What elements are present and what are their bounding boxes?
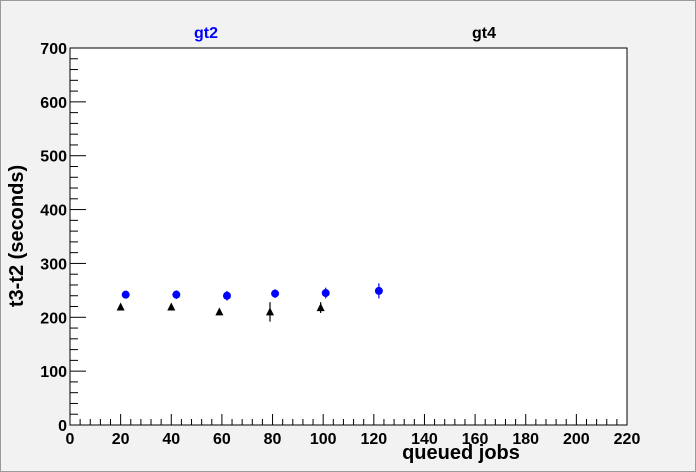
y-tick-label: 700 [40,41,67,58]
data-point-gt4 [316,303,325,312]
y-axis-title: t3-t2 (seconds) [6,165,28,307]
x-axis-title: queued jobs [402,442,520,464]
y-tick-label: 300 [40,256,67,273]
x-tick-label: 180 [512,431,539,448]
plot-frame [69,47,628,426]
data-point-gt4 [215,307,224,316]
y-tick-label: 100 [40,364,67,381]
x-tick-label: 160 [462,431,489,448]
x-tick-label: 0 [66,431,75,448]
y-tick-label: 600 [40,95,67,112]
y-tick-label: 500 [40,149,67,166]
data-point-gt4 [116,302,125,311]
legend-label-gt2: gt2 [194,25,218,42]
y-tick-label: 0 [58,418,67,435]
data-point-gt4 [167,302,176,311]
data-point-gt2 [374,286,383,295]
x-tick-label: 140 [411,431,438,448]
x-tick-label: 20 [112,431,130,448]
data-point-gt2 [172,290,181,299]
legend-label-gt4: gt4 [472,25,496,42]
x-tick-label: 40 [162,431,180,448]
y-tick-label: 200 [40,310,67,327]
data-point-gt2 [271,289,280,298]
data-point-gt2 [321,289,330,298]
x-tick-label: 200 [563,431,590,448]
data-point-gt2 [222,291,231,300]
y-tick-label: 400 [40,203,67,220]
data-point-gt4 [266,307,275,316]
data-point-gt2 [121,290,130,299]
x-tick-label: 220 [614,431,641,448]
x-tick-label: 80 [264,431,282,448]
x-tick-label: 120 [360,431,387,448]
x-tick-label: 60 [213,431,231,448]
x-tick-label: 100 [310,431,337,448]
